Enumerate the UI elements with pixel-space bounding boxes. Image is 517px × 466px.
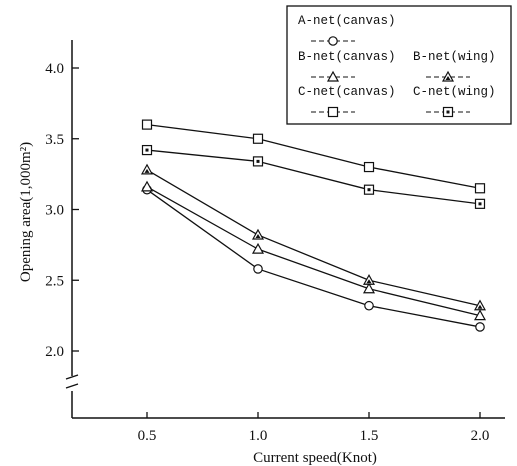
legend-marker: [328, 36, 338, 46]
data-point: [251, 242, 265, 254]
x-tick-label: 1.0: [249, 428, 268, 444]
data-point-fill: [144, 168, 150, 173]
series-2: [140, 163, 487, 311]
y-tick-label: 4.0: [45, 61, 64, 77]
data-point-dot: [256, 159, 260, 163]
x-tick-label: 1.5: [360, 428, 379, 444]
data-point-fill: [477, 304, 483, 309]
legend-marker-dot: [446, 110, 450, 114]
series-line: [146, 186, 481, 317]
y-tick-label: 3.5: [45, 132, 64, 148]
series-0: [142, 184, 485, 332]
legend-label: A-net(canvas): [298, 14, 396, 28]
legend-marker-fill: [445, 76, 451, 80]
y-axis-break: [65, 374, 79, 389]
data-point: [140, 180, 154, 192]
data-point: [475, 322, 485, 332]
legend-item: B-net(canvas): [298, 50, 396, 82]
data-point: [141, 119, 153, 130]
axis-ticks: [72, 67, 481, 418]
legend-label: C-net(wing): [413, 85, 496, 99]
data-point: [473, 309, 487, 321]
x-tick-label: 2.0: [471, 428, 490, 444]
x-axis-title: Current speed(Knot): [253, 450, 377, 466]
legend-item: C-net(canvas): [298, 85, 396, 118]
y-tick-labels: 2.0 2.5 3.0 3.5 4.0: [45, 61, 64, 360]
series-line: [146, 149, 481, 205]
data-point-dot: [367, 188, 371, 192]
series-4: [141, 144, 486, 209]
x-tick-labels: 0.5 1.0 1.5 2.0: [138, 428, 490, 444]
legend: A-net(canvas) B-net(canvas) B-net(wing) C-n…: [286, 5, 512, 125]
data-point: [363, 161, 375, 173]
legend-box: [286, 5, 512, 125]
legend-label: B-net(canvas): [298, 50, 396, 64]
series-line: [146, 123, 481, 189]
x-tick-label: 0.5: [138, 428, 157, 444]
legend-marker: [326, 70, 340, 82]
y-tick-label: 2.0: [45, 344, 64, 360]
data-point: [474, 183, 486, 194]
data-point: [364, 300, 374, 311]
series-3: [141, 119, 486, 194]
legend-label: B-net(wing): [413, 50, 496, 64]
legend-item: A-net(canvas): [298, 14, 396, 46]
legend-label: C-net(canvas): [298, 85, 396, 99]
series-line: [146, 189, 481, 328]
data-point: [253, 264, 263, 274]
data-point-dot: [145, 148, 149, 152]
legend-item: C-net(wing): [413, 85, 496, 118]
data-point: [252, 133, 264, 144]
legend-marker: [327, 106, 339, 118]
data-point-dot: [478, 202, 482, 206]
series-1: [140, 180, 487, 321]
y-tick-label: 3.0: [45, 203, 64, 219]
y-tick-label: 2.5: [45, 273, 64, 289]
series-layer: [140, 119, 487, 332]
legend-item: B-net(wing): [413, 50, 496, 82]
data-point-fill: [255, 233, 261, 238]
series-line: [146, 169, 481, 307]
data-point-fill: [366, 279, 372, 284]
data-point: [362, 282, 376, 294]
y-axis-title: Opening area(1,000m²): [18, 142, 34, 282]
